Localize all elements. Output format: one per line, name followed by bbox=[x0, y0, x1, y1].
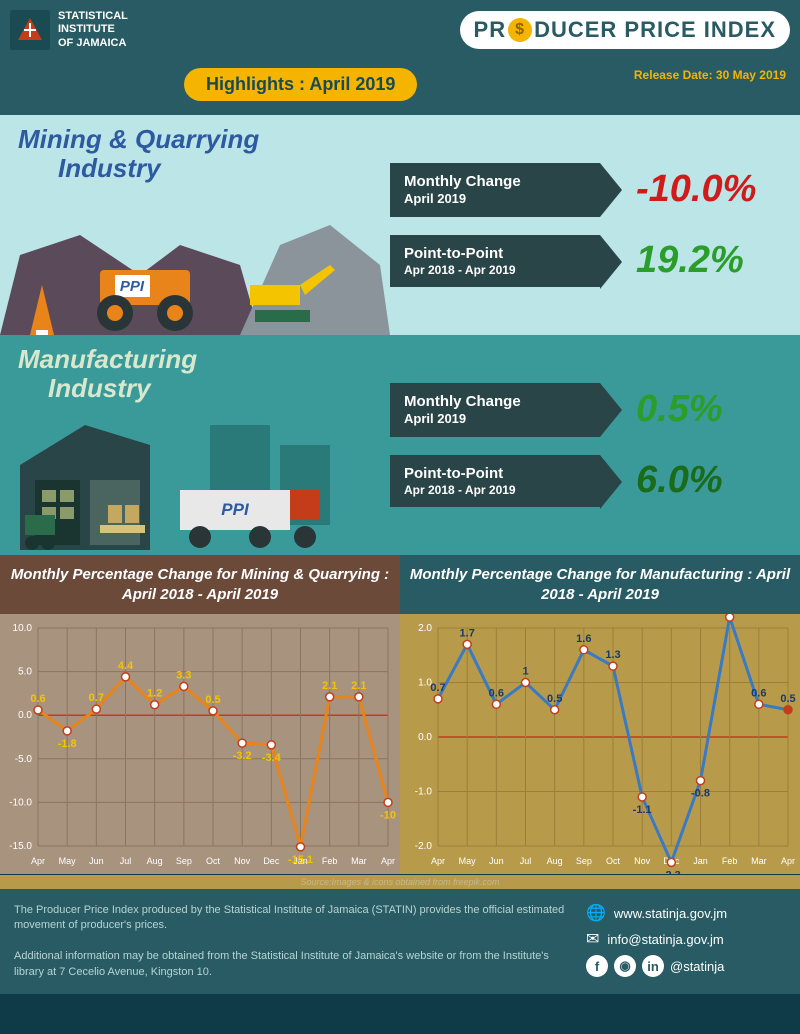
facebook-icon[interactable]: f bbox=[586, 955, 608, 977]
footer: The Producer Price Index produced by the… bbox=[0, 889, 800, 994]
mfg-p2p: Point-to-PointApr 2018 - Apr 2019 6.0% bbox=[390, 455, 786, 507]
coin-icon: $ bbox=[508, 18, 532, 42]
mining-section: Mining & QuarryingIndustry PPI Monthly C… bbox=[0, 115, 800, 335]
svg-text:PPI: PPI bbox=[120, 278, 145, 295]
svg-text:Feb: Feb bbox=[322, 856, 338, 866]
mfg-stats: Monthly ChangeApril 2019 0.5% Point-to-P… bbox=[390, 335, 800, 555]
footer-links: 🌐www.statinja.gov.jm ✉info@statinja.gov.… bbox=[586, 903, 786, 980]
svg-text:Nov: Nov bbox=[634, 856, 651, 866]
mail-icon: ✉ bbox=[586, 929, 599, 949]
footer-text: The Producer Price Index produced by the… bbox=[14, 903, 566, 980]
instagram-icon[interactable]: ◉ bbox=[614, 955, 636, 977]
svg-text:0.5: 0.5 bbox=[780, 693, 795, 705]
svg-text:-2.0: -2.0 bbox=[415, 841, 433, 852]
svg-text:-15.1: -15.1 bbox=[288, 854, 313, 866]
svg-text:1.2: 1.2 bbox=[147, 688, 162, 700]
svg-text:May: May bbox=[459, 856, 477, 866]
svg-text:-5.0: -5.0 bbox=[15, 754, 33, 765]
svg-text:-15.0: -15.0 bbox=[9, 841, 32, 852]
svg-text:0.5: 0.5 bbox=[547, 693, 562, 705]
mining-p2p: Point-to-PointApr 2018 - Apr 2019 19.2% bbox=[390, 235, 786, 287]
svg-text:-1.0: -1.0 bbox=[415, 787, 433, 798]
sub-header: Highlights : April 2019 Release Date: 30… bbox=[0, 60, 800, 115]
svg-text:1.7: 1.7 bbox=[460, 627, 475, 639]
svg-text:0.0: 0.0 bbox=[418, 732, 432, 743]
svg-text:0.0: 0.0 bbox=[18, 710, 32, 721]
svg-text:Jun: Jun bbox=[89, 856, 104, 866]
svg-text:1.3: 1.3 bbox=[605, 649, 620, 661]
logo-area: STATISTICALINSTITUTEOF JAMAICA bbox=[10, 10, 128, 50]
svg-text:2.1: 2.1 bbox=[322, 680, 337, 692]
svg-text:Sep: Sep bbox=[576, 856, 592, 866]
social-handle: @statinja bbox=[670, 959, 724, 974]
svg-text:Jan: Jan bbox=[693, 856, 708, 866]
source-credit: Source:Images & icons obtained from free… bbox=[0, 875, 800, 889]
page-title: PR$DUCER PRICE INDEX bbox=[460, 11, 790, 49]
svg-text:-3.4: -3.4 bbox=[262, 752, 282, 764]
svg-text:Jul: Jul bbox=[120, 856, 132, 866]
svg-text:-10.0: -10.0 bbox=[9, 797, 32, 808]
svg-text:PPI: PPI bbox=[221, 500, 250, 519]
svg-text:Aug: Aug bbox=[147, 856, 163, 866]
mining-illustration: Mining & QuarryingIndustry PPI bbox=[0, 115, 390, 335]
globe-icon: 🌐 bbox=[586, 903, 606, 923]
highlights-pill: Highlights : April 2019 bbox=[184, 68, 417, 101]
svg-text:Feb: Feb bbox=[722, 856, 738, 866]
svg-text:-1.8: -1.8 bbox=[58, 738, 77, 750]
svg-text:0.6: 0.6 bbox=[489, 687, 504, 699]
svg-text:-3.2: -3.2 bbox=[233, 750, 252, 762]
mfg-section: ManufacturingIndustry PPI Monthly Change… bbox=[0, 335, 800, 555]
svg-text:1: 1 bbox=[522, 666, 528, 678]
org-name: STATISTICALINSTITUTEOF JAMAICA bbox=[58, 10, 128, 50]
svg-text:Apr: Apr bbox=[381, 856, 395, 866]
svg-text:Dec: Dec bbox=[263, 856, 280, 866]
svg-text:-10: -10 bbox=[380, 809, 396, 821]
svg-text:2.0: 2.0 bbox=[418, 623, 432, 634]
svg-text:1.6: 1.6 bbox=[576, 633, 591, 645]
svg-text:Mar: Mar bbox=[351, 856, 367, 866]
svg-text:-1.1: -1.1 bbox=[633, 804, 652, 816]
email-link[interactable]: ✉info@statinja.gov.jm bbox=[586, 929, 786, 949]
svg-text:Mar: Mar bbox=[751, 856, 767, 866]
svg-text:Oct: Oct bbox=[606, 856, 621, 866]
release-date: Release Date: 30 May 2019 bbox=[634, 68, 786, 82]
logo-icon bbox=[10, 10, 50, 50]
svg-text:Oct: Oct bbox=[206, 856, 221, 866]
svg-text:Jul: Jul bbox=[520, 856, 532, 866]
svg-text:3.3: 3.3 bbox=[176, 669, 191, 681]
svg-text:0.5: 0.5 bbox=[205, 694, 220, 706]
mining-stats: Monthly ChangeApril 2019 -10.0% Point-to… bbox=[390, 115, 800, 335]
svg-text:0.6: 0.6 bbox=[30, 693, 45, 705]
svg-text:Aug: Aug bbox=[547, 856, 563, 866]
mfg-illustration: ManufacturingIndustry PPI bbox=[0, 335, 390, 555]
website-link[interactable]: 🌐www.statinja.gov.jm bbox=[586, 903, 786, 923]
mining-monthly: Monthly ChangeApril 2019 -10.0% bbox=[390, 163, 786, 217]
svg-text:0.6: 0.6 bbox=[751, 687, 766, 699]
svg-text:Apr: Apr bbox=[781, 856, 795, 866]
svg-text:5.0: 5.0 bbox=[18, 667, 32, 678]
mfg-monthly: Monthly ChangeApril 2019 0.5% bbox=[390, 383, 786, 437]
chart-mining: Monthly Percentage Change for Mining & Q… bbox=[0, 555, 400, 875]
svg-text:Sep: Sep bbox=[176, 856, 192, 866]
chart-mfg: Monthly Percentage Change for Manufactur… bbox=[400, 555, 800, 875]
svg-text:May: May bbox=[59, 856, 77, 866]
charts-row: Monthly Percentage Change for Mining & Q… bbox=[0, 555, 800, 875]
svg-text:Apr: Apr bbox=[31, 856, 45, 866]
svg-text:0.7: 0.7 bbox=[430, 682, 445, 694]
svg-text:2.1: 2.1 bbox=[351, 680, 366, 692]
svg-text:10.0: 10.0 bbox=[13, 623, 33, 634]
svg-text:-0.8: -0.8 bbox=[691, 788, 710, 800]
svg-text:Jun: Jun bbox=[489, 856, 504, 866]
svg-text:-2.3: -2.3 bbox=[662, 869, 681, 874]
linkedin-icon[interactable]: in bbox=[642, 955, 664, 977]
svg-text:4.4: 4.4 bbox=[118, 660, 134, 672]
svg-text:0.7: 0.7 bbox=[89, 692, 104, 704]
svg-text:Apr: Apr bbox=[431, 856, 445, 866]
header: STATISTICALINSTITUTEOF JAMAICA PR$DUCER … bbox=[0, 0, 800, 60]
svg-text:Nov: Nov bbox=[234, 856, 251, 866]
